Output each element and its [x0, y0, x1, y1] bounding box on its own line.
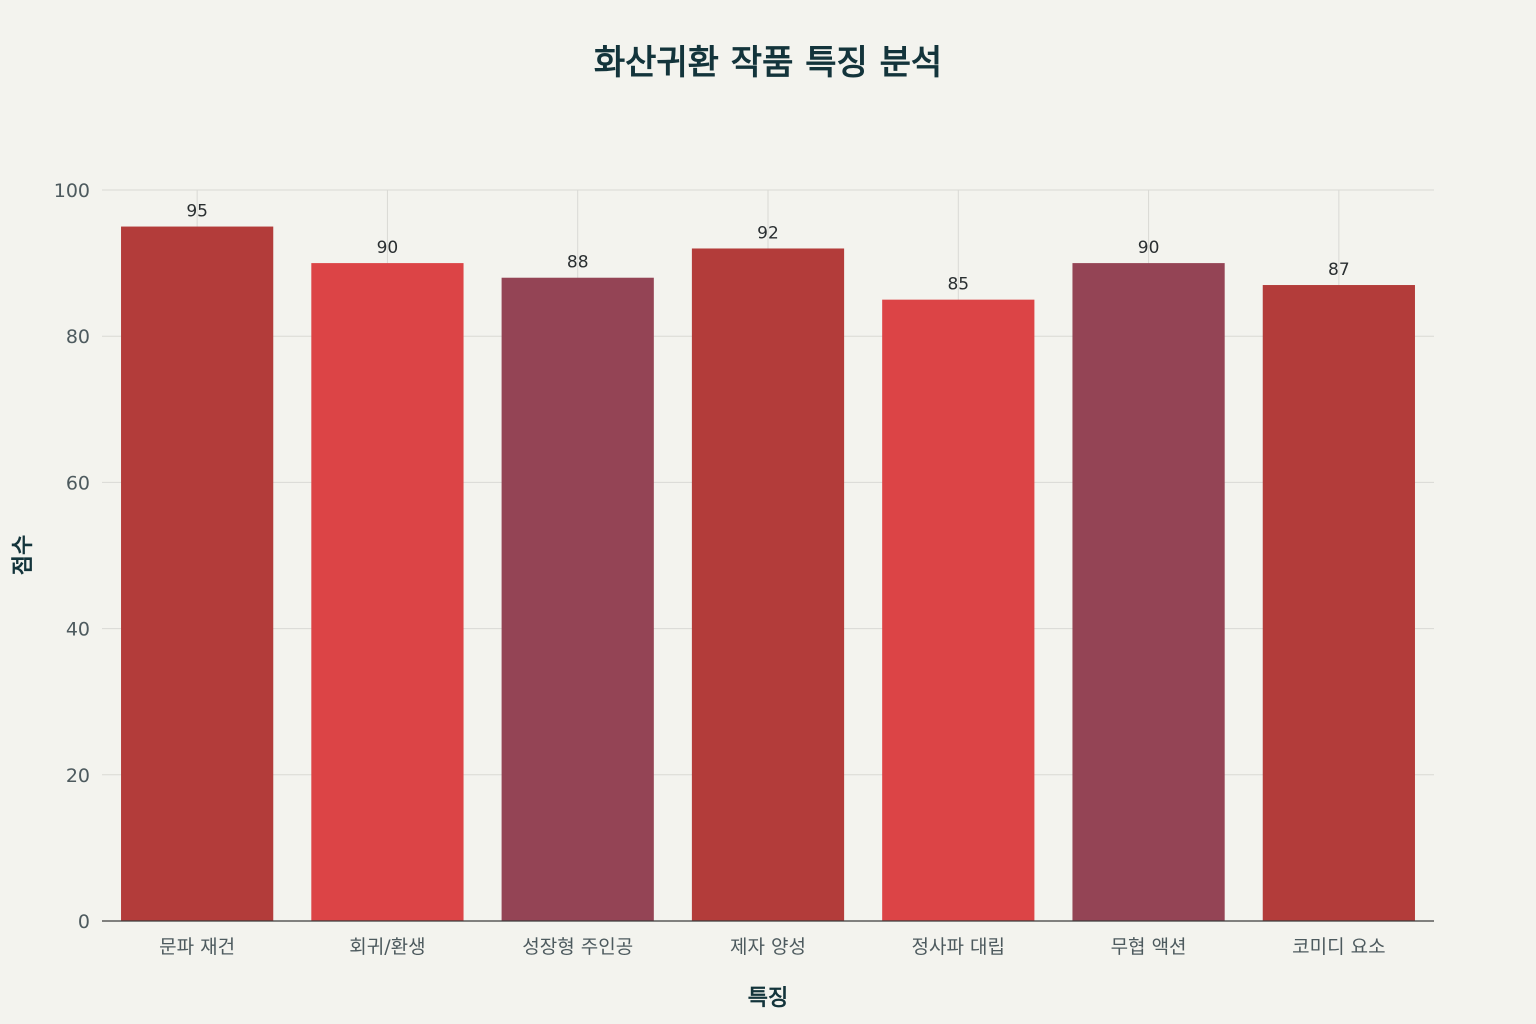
- bar: [691, 248, 845, 922]
- x-axis-title: 특징: [748, 986, 788, 1011]
- bar: [1262, 285, 1415, 921]
- x-tick-labels: 문파 재건 회귀/환생 성장형 주인공 제자 양성 정사파 대립 무협 액션 코미디 요소: [159, 936, 1385, 958]
- bar: [121, 226, 274, 922]
- y-tick-label: 100: [54, 180, 90, 202]
- y-tick-label: 40: [66, 619, 90, 641]
- bar: [882, 299, 1035, 921]
- x-tick-label: 코미디 요소: [1292, 936, 1385, 958]
- x-tick-label: 성장형 주인공: [522, 936, 633, 958]
- chart-title: 화산귀환 작품 특징 분석: [594, 43, 942, 83]
- data-label: 90: [377, 238, 399, 258]
- data-label: 87: [1328, 260, 1350, 280]
- y-tick-label: 0: [78, 911, 90, 933]
- x-tick-label: 회귀/환생: [349, 936, 425, 958]
- y-tick-labels: 0 20 40 60 80 100: [54, 180, 90, 933]
- bar: [311, 263, 464, 922]
- data-label: 90: [1138, 238, 1160, 258]
- x-tick-label: 문파 재건: [159, 936, 235, 958]
- data-label: 92: [757, 223, 779, 243]
- y-tick-label: 80: [66, 326, 90, 348]
- x-tick-label: 무협 액션: [1111, 936, 1187, 958]
- x-tick-label: 제자 양성: [730, 936, 806, 958]
- bar: [501, 277, 654, 922]
- y-tick-label: 60: [66, 472, 90, 494]
- data-label: 88: [567, 253, 589, 273]
- y-axis-title: 점수: [11, 535, 36, 575]
- y-tick-label: 20: [66, 765, 90, 787]
- bar: [1072, 263, 1225, 922]
- bars: [121, 226, 1415, 922]
- data-label: 85: [947, 275, 969, 295]
- data-label: 95: [186, 202, 208, 222]
- data-labels: 95 90 88 92 85 90 87: [186, 202, 1349, 295]
- x-tick-label: 정사파 대립: [912, 936, 1005, 958]
